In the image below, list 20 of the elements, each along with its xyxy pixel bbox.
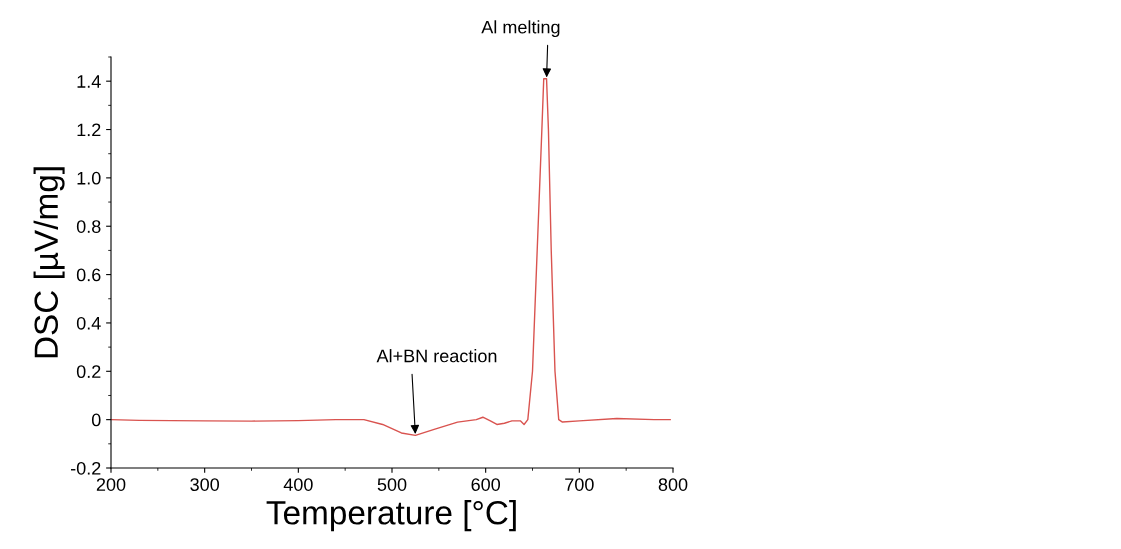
y-tick-label: 0 bbox=[91, 413, 101, 427]
x-tick-label: 700 bbox=[565, 478, 594, 491]
y-tick-label: 1.0 bbox=[77, 171, 101, 185]
y-tick-label: 0.6 bbox=[76, 268, 101, 282]
x-axis-title: Temperature [°C] bbox=[266, 500, 516, 532]
x-tick-label: 300 bbox=[190, 478, 220, 491]
annotation: Al melting bbox=[481, 20, 560, 38]
x-tick-label: 800 bbox=[658, 478, 688, 491]
y-tick-label: 1.2 bbox=[77, 123, 101, 137]
y-axis-title: DSC [µV/mg] bbox=[33, 167, 65, 358]
x-tick-label: 500 bbox=[377, 478, 407, 491]
y-tick-label: -0.2 bbox=[70, 461, 101, 475]
x-tick-label: 400 bbox=[283, 478, 313, 491]
x-tick-label: 200 bbox=[96, 478, 126, 491]
annotation: Al+BN reaction bbox=[376, 349, 497, 363]
y-tick-label: 1.4 bbox=[77, 75, 101, 88]
y-tick-label: 0.4 bbox=[76, 316, 101, 330]
y-tick-label: 0.2 bbox=[76, 365, 101, 379]
y-tick-label: 0.8 bbox=[76, 220, 101, 233]
x-tick-label: 600 bbox=[471, 478, 501, 491]
